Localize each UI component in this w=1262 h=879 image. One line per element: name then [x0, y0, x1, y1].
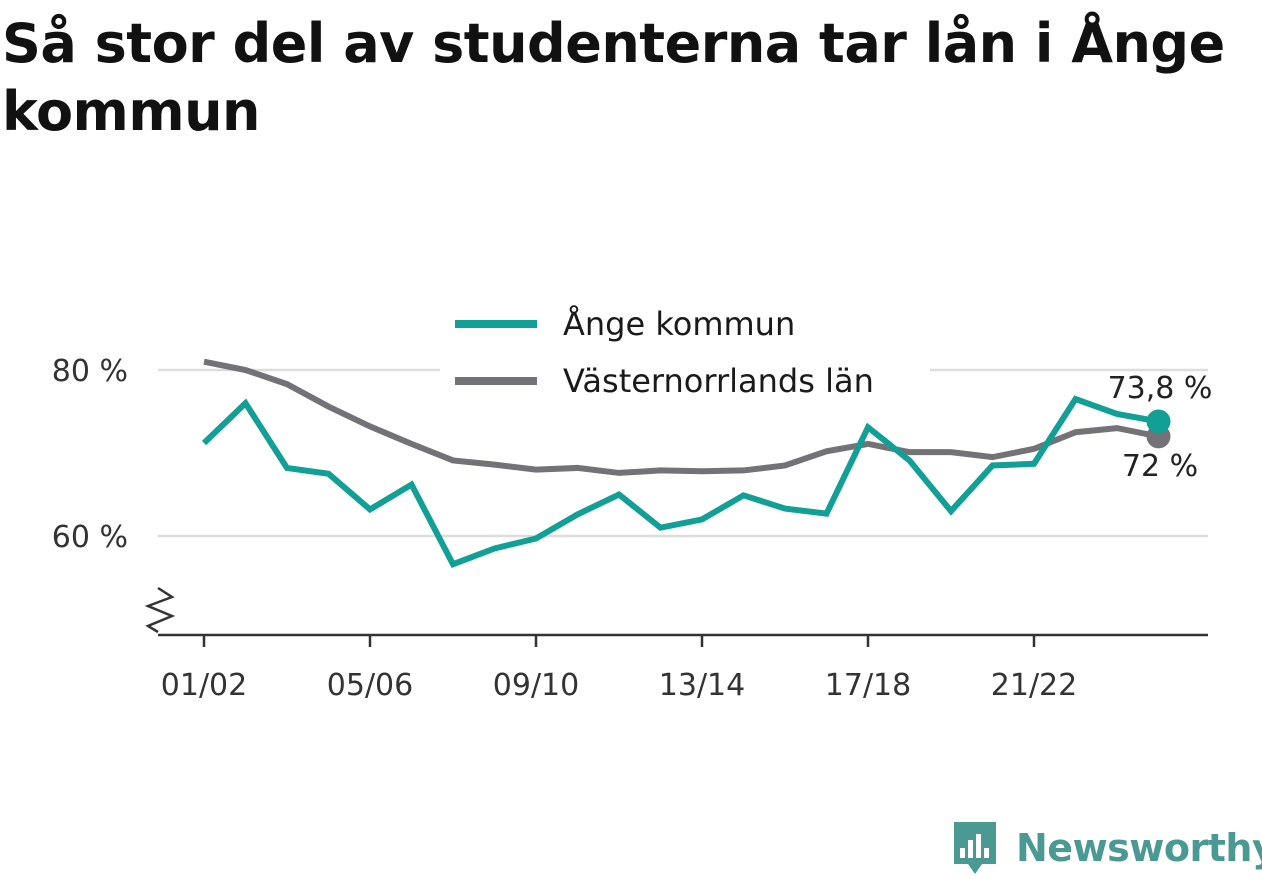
series-line-vasternorrlands-lan	[203, 358, 1160, 476]
newsworthy-logo-icon	[954, 822, 996, 874]
series-line-ange-kommun	[201, 395, 1160, 568]
end-labels: 73,8 % 72 %	[1108, 371, 1213, 484]
end-value-label: 73,8 %	[1108, 371, 1213, 406]
chart-title: Så stor del av studenterna tar lån i Ång…	[2, 12, 1225, 143]
x-tick-label: 17/18	[825, 668, 911, 703]
legend-label: Ånge kommun	[563, 305, 795, 343]
axes: 01/02 05/06 09/10 13/14 17/18 21/22	[144, 586, 1208, 703]
x-tick-label: 21/22	[991, 668, 1077, 703]
end-value-label: 72 %	[1122, 449, 1198, 484]
x-tick-label: 09/10	[493, 668, 579, 703]
gridlines: 60 % 80 %	[52, 354, 1208, 555]
brand-name: Newsworthy	[1016, 826, 1262, 870]
series-group	[201, 358, 1171, 568]
x-tick-label: 01/02	[161, 668, 247, 703]
legend: Ånge kommun Västernorrlands län	[440, 298, 930, 410]
axis-break-icon	[144, 586, 176, 634]
x-tick-label: 13/14	[659, 668, 745, 703]
brand-logo: Newsworthy	[950, 818, 1262, 878]
y-tick-label: 80 %	[52, 354, 128, 389]
legend-background	[440, 298, 930, 410]
legend-label: Västernorrlands län	[563, 362, 874, 400]
y-tick-label: 60 %	[52, 520, 128, 555]
x-tick-label: 05/06	[327, 668, 413, 703]
series-end-point	[1146, 409, 1171, 434]
